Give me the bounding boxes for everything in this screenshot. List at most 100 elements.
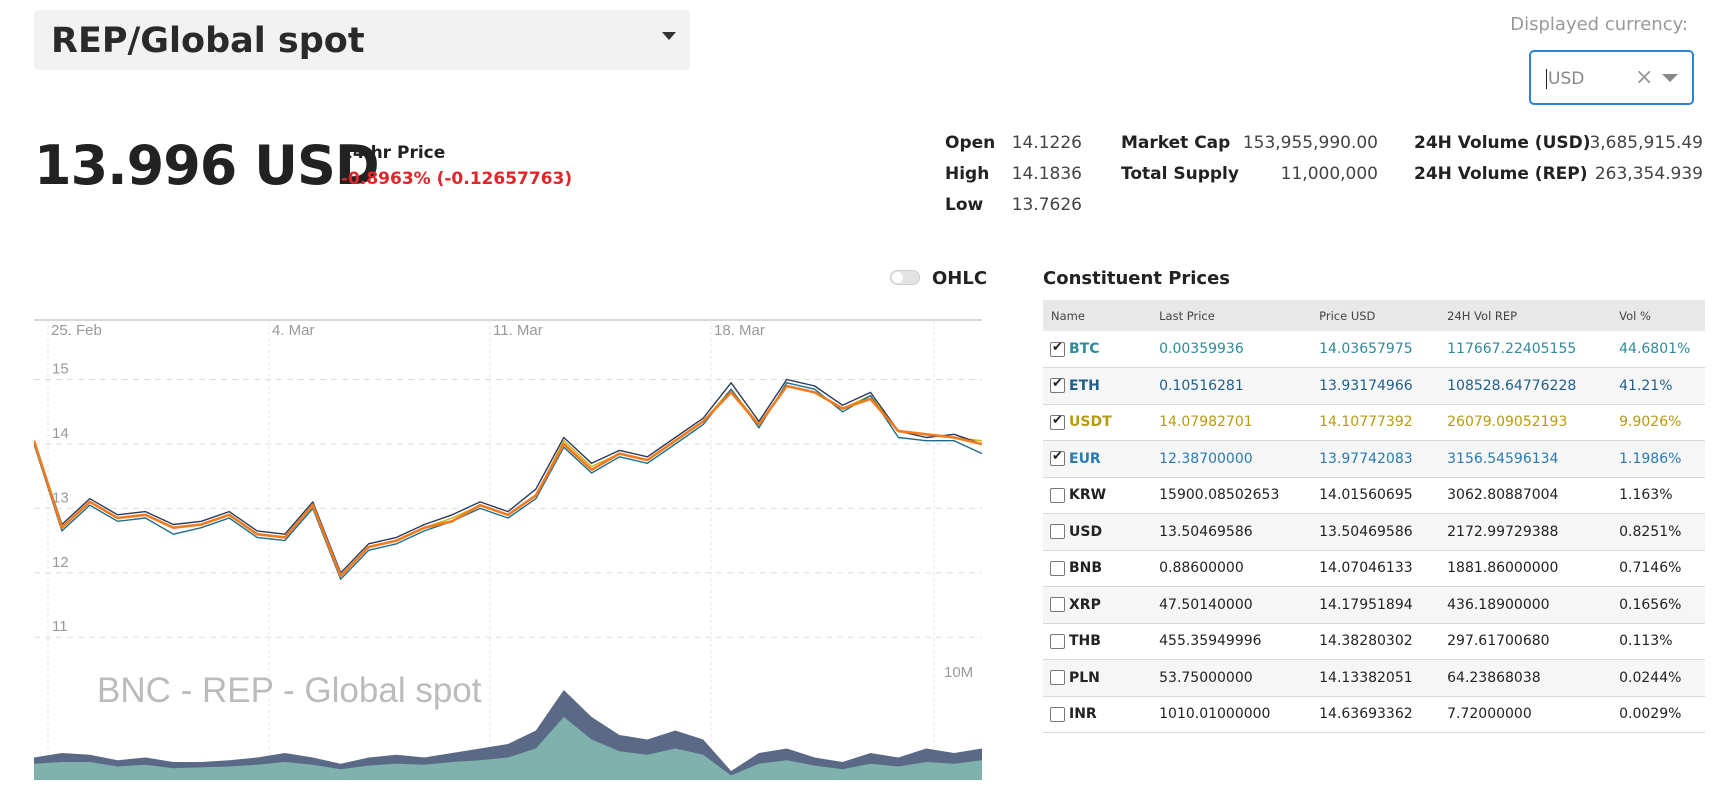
price-usd: 14.17951894	[1311, 586, 1440, 624]
table-row: INR 1010.01000000 14.63693362 7.72000000 0.0…	[1043, 696, 1705, 733]
ohlc-label: OHLC	[932, 268, 988, 289]
vol-pct: 0.113%	[1611, 623, 1705, 660]
table-row: BTC0.0035993614.03657975117667.224051554…	[1043, 331, 1705, 368]
toggle-knob	[892, 272, 903, 283]
row-checkbox[interactable]	[1050, 524, 1065, 540]
col-vol-pct[interactable]: Vol %	[1611, 300, 1705, 331]
price-series-line	[34, 382, 982, 580]
row-checkbox-cell	[1043, 696, 1067, 733]
last-price: 14.07982701	[1151, 404, 1312, 441]
row-checkbox[interactable]	[1050, 670, 1065, 686]
price-chart[interactable]: 25. Feb 4. Mar 11. Mar 18. Mar 15 14 13 12 11 BNC…	[34, 300, 982, 780]
row-checkbox[interactable]	[1050, 376, 1065, 394]
last-price: 455.35949996	[1151, 623, 1312, 660]
currency-name: USD	[1067, 513, 1152, 551]
vol-pct: 1.163%	[1611, 477, 1705, 514]
vol-pct: 0.7146%	[1611, 550, 1705, 587]
vol-rep: 2172.99729388	[1439, 513, 1612, 551]
x-tick-label: 25. Feb	[51, 322, 102, 339]
constituents-table: Name Last Price Price USD 24H Vol REP Vo…	[1043, 300, 1705, 733]
row-checkbox[interactable]	[1050, 633, 1065, 649]
row-checkbox[interactable]	[1050, 413, 1065, 430]
market-cap-label: Market Cap	[1121, 133, 1231, 153]
currency-name: ETH	[1067, 367, 1152, 405]
last-price: 1010.01000000	[1151, 696, 1312, 733]
market-cap-value: 153,955,990.00	[1242, 133, 1378, 153]
currency-name: THB	[1067, 623, 1152, 660]
table-row: EUR12.3870000013.977420833156.545961341.…	[1043, 440, 1705, 478]
asset-title: REP/Global spot	[51, 21, 365, 61]
col-price-usd[interactable]: Price USD	[1311, 300, 1440, 331]
currency-name: XRP	[1067, 586, 1152, 624]
y-tick-label: 15	[52, 361, 69, 378]
price-series-line	[34, 384, 982, 578]
chevron-down-icon[interactable]	[662, 32, 676, 40]
last-price: 47.50140000	[1151, 586, 1312, 624]
price-usd: 14.07046133	[1311, 550, 1440, 587]
last-price: 0.00359936	[1151, 331, 1312, 368]
row-checkbox[interactable]	[1050, 340, 1065, 357]
chevron-down-icon[interactable]	[1662, 74, 1678, 82]
table-header-row: Name Last Price Price USD 24H Vol REP Vo…	[1043, 300, 1705, 331]
current-price: 13.996 USD	[34, 134, 380, 197]
row-checkbox[interactable]	[1050, 449, 1065, 467]
currency-name: USDT	[1067, 404, 1152, 441]
row-checkbox[interactable]	[1050, 706, 1065, 722]
volume-axis-label: 10M	[944, 664, 973, 681]
volume-area	[34, 717, 982, 780]
chart-watermark: BNC - REP - Global spot	[97, 671, 482, 710]
price-period-label: 24 hr Price	[341, 143, 446, 163]
table-row: XRP 47.50140000 14.17951894 436.18900000 0.1…	[1043, 586, 1705, 624]
row-checkbox[interactable]	[1050, 560, 1065, 576]
vol-rep: 3062.80887004	[1439, 477, 1612, 514]
y-tick-label: 12	[52, 554, 69, 571]
price-usd: 14.10777392	[1311, 404, 1440, 441]
low-value: 13.7626	[1011, 195, 1082, 215]
asset-dropdown[interactable]: REP/Global spot	[34, 10, 690, 70]
price-usd: 13.97742083	[1311, 440, 1440, 478]
row-checkbox-cell	[1043, 477, 1067, 514]
currency-name: EUR	[1067, 440, 1152, 478]
high-label: High	[945, 164, 990, 184]
vol-pct: 0.1656%	[1611, 586, 1705, 624]
row-checkbox-cell	[1043, 331, 1067, 368]
row-checkbox-cell	[1043, 367, 1067, 405]
x-tick-label: 11. Mar	[493, 322, 543, 339]
vol-rep: 297.61700680	[1439, 623, 1612, 660]
vol-pct: 9.9026%	[1611, 404, 1705, 441]
currency-input[interactable]: USD	[1546, 69, 1585, 89]
y-tick-label: 14	[52, 425, 69, 442]
col-name[interactable]: Name	[1043, 300, 1152, 331]
currency-name: KRW	[1067, 477, 1152, 514]
row-checkbox-cell	[1043, 550, 1067, 587]
price-change: -0.8963% (-0.12657763)	[341, 169, 573, 189]
clear-icon[interactable]: ×	[1635, 65, 1654, 90]
vol-usd-value: 3,685,915.49	[1589, 133, 1703, 153]
vol-pct: 41.21%	[1611, 367, 1705, 405]
col-last-price[interactable]: Last Price	[1151, 300, 1312, 331]
vol-rep: 64.23868038	[1439, 659, 1612, 697]
currency-select[interactable]: USD ×	[1529, 50, 1694, 105]
vol-pct: 0.0244%	[1611, 659, 1705, 697]
vol-rep-value: 263,354.939	[1594, 164, 1703, 184]
vol-pct: 44.6801%	[1611, 331, 1705, 368]
ohlc-toggle[interactable]	[890, 270, 920, 285]
vol-rep-label: 24H Volume (REP)	[1414, 164, 1588, 184]
y-tick-label: 13	[52, 489, 69, 506]
col-vol-rep[interactable]: 24H Vol REP	[1439, 300, 1612, 331]
currency-name: BTC	[1067, 331, 1152, 368]
last-price: 0.10516281	[1151, 367, 1312, 405]
row-checkbox-cell	[1043, 659, 1067, 697]
vol-rep: 436.18900000	[1439, 586, 1612, 624]
vol-rep: 26079.09052193	[1439, 404, 1612, 441]
price-usd: 14.63693362	[1311, 696, 1440, 733]
row-checkbox[interactable]	[1050, 487, 1065, 503]
row-checkbox[interactable]	[1050, 597, 1065, 613]
price-usd: 14.01560695	[1311, 477, 1440, 514]
last-price: 53.75000000	[1151, 659, 1312, 697]
vol-rep: 3156.54596134	[1439, 440, 1612, 478]
vol-usd-label: 24H Volume (USD)	[1414, 133, 1591, 153]
table-row: ETH0.1051628113.93174966108528.647762284…	[1043, 367, 1705, 405]
row-checkbox-cell	[1043, 404, 1067, 441]
row-checkbox-cell	[1043, 586, 1067, 624]
